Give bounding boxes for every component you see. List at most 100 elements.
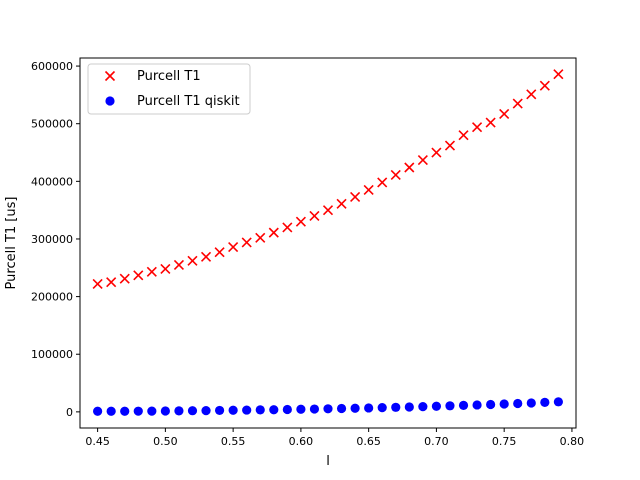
data-point-circle bbox=[350, 403, 360, 413]
y-tick-label: 0 bbox=[66, 406, 73, 419]
data-point-x bbox=[363, 184, 374, 196]
x-tick-label: 0.65 bbox=[356, 435, 381, 448]
data-point-circle bbox=[106, 406, 116, 416]
data-point-circle bbox=[458, 400, 469, 411]
y-tick-label: 600000 bbox=[31, 60, 73, 73]
data-point-circle bbox=[93, 406, 103, 416]
y-tick-label: 300000 bbox=[31, 233, 73, 246]
data-point-circle bbox=[242, 405, 252, 415]
data-point-circle bbox=[296, 404, 306, 414]
data-point-x bbox=[526, 89, 537, 100]
data-point-circle bbox=[364, 403, 374, 413]
data-point-x bbox=[295, 216, 306, 227]
x-tick-label: 0.70 bbox=[424, 435, 449, 448]
data-point-circle bbox=[120, 406, 130, 416]
data-point-x bbox=[214, 247, 225, 258]
data-point-circle bbox=[174, 406, 184, 416]
data-point-x bbox=[512, 98, 523, 109]
data-point-x bbox=[322, 205, 334, 216]
data-point-x bbox=[228, 241, 239, 253]
data-point-x bbox=[404, 162, 415, 173]
data-point-circle bbox=[309, 404, 320, 414]
data-point-x bbox=[431, 147, 442, 158]
legend: Purcell T1 Purcell T1 qiskit bbox=[87, 63, 251, 115]
data-point-x bbox=[268, 227, 279, 238]
data-point-circle bbox=[486, 399, 496, 410]
data-point-x bbox=[255, 232, 266, 243]
series-purcell-t1-qiskit bbox=[93, 397, 563, 416]
data-point-circle bbox=[187, 406, 198, 416]
data-point-x bbox=[241, 237, 252, 248]
data-point-x bbox=[92, 278, 103, 289]
data-point-circle bbox=[553, 397, 563, 407]
data-point-x bbox=[200, 251, 212, 262]
x-axis-label: l bbox=[326, 454, 330, 469]
data-point-circle bbox=[445, 401, 455, 411]
data-point-x bbox=[458, 130, 469, 141]
data-point-circle bbox=[472, 400, 482, 410]
data-point-circle bbox=[214, 405, 225, 416]
data-point-x bbox=[119, 273, 130, 284]
legend-label-purcell-t1-qiskit: Purcell T1 qiskit bbox=[137, 94, 240, 109]
data-point-x bbox=[377, 177, 388, 188]
data-point-circle bbox=[201, 405, 211, 416]
x-axis-ticks: 0.45 0.50 0.55 0.60 0.65 0.70 0.75 0.80 bbox=[85, 428, 584, 448]
data-point-x bbox=[309, 210, 320, 221]
data-point-x bbox=[444, 140, 456, 151]
legend-marker-purcell-t1 bbox=[104, 70, 116, 82]
data-point-circle bbox=[282, 404, 292, 415]
x-tick-label: 0.80 bbox=[560, 435, 585, 448]
data-point-x bbox=[390, 169, 401, 181]
legend-marker-purcell-t1-qiskit bbox=[105, 96, 115, 106]
x-tick-label: 0.45 bbox=[85, 435, 110, 448]
data-point-x bbox=[133, 270, 144, 281]
plot-area bbox=[92, 69, 564, 416]
data-point-circle bbox=[404, 402, 414, 412]
y-tick-label: 400000 bbox=[31, 175, 73, 188]
x-tick-label: 0.75 bbox=[492, 435, 517, 448]
data-point-x bbox=[472, 122, 483, 133]
data-point-circle bbox=[513, 398, 523, 409]
legend-circle-marker bbox=[105, 96, 115, 106]
legend-label-purcell-t1: Purcell T1 bbox=[137, 69, 201, 84]
data-point-x bbox=[485, 117, 496, 128]
data-point-circle bbox=[431, 401, 442, 411]
y-tick-label: 500000 bbox=[31, 118, 73, 131]
data-point-x bbox=[106, 277, 117, 288]
data-point-circle bbox=[391, 402, 401, 412]
y-axis-label: Purcell T1 [us] bbox=[4, 197, 19, 290]
x-tick-label: 0.55 bbox=[221, 435, 246, 448]
data-point-circle bbox=[228, 405, 238, 415]
data-point-x bbox=[160, 263, 171, 275]
data-point-x bbox=[539, 80, 550, 91]
data-point-circle bbox=[255, 405, 265, 415]
legend-box bbox=[87, 63, 251, 115]
data-point-x bbox=[417, 154, 428, 166]
x-tick-label: 0.60 bbox=[289, 435, 314, 448]
data-point-circle bbox=[499, 399, 509, 409]
data-point-circle bbox=[418, 402, 428, 412]
data-point-x bbox=[553, 69, 564, 80]
data-point-x bbox=[499, 108, 510, 119]
data-point-circle bbox=[323, 404, 333, 414]
data-point-x bbox=[282, 222, 293, 233]
data-point-circle bbox=[336, 403, 347, 414]
data-point-x bbox=[350, 191, 361, 202]
data-point-x bbox=[187, 255, 198, 266]
data-point-circle bbox=[377, 403, 387, 413]
axes-frame bbox=[79, 57, 577, 429]
data-point-circle bbox=[147, 406, 157, 416]
legend-x-marker bbox=[104, 70, 116, 82]
data-point-x bbox=[173, 259, 184, 270]
data-point-circle bbox=[269, 405, 279, 415]
x-tick-label: 0.50 bbox=[153, 435, 178, 448]
data-point-x bbox=[336, 198, 347, 209]
data-point-circle bbox=[526, 398, 536, 408]
data-point-circle bbox=[133, 406, 143, 416]
data-point-circle bbox=[160, 406, 170, 416]
data-point-x bbox=[146, 266, 157, 277]
y-axis-ticks: 0 100000 200000 300000 400000 500000 600000 bbox=[31, 60, 80, 419]
y-tick-label: 200000 bbox=[31, 291, 73, 304]
y-tick-label: 100000 bbox=[31, 348, 73, 361]
data-point-circle bbox=[540, 397, 550, 408]
